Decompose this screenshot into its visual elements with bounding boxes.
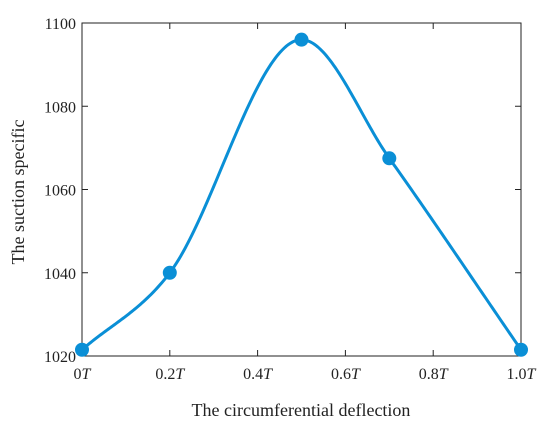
x-tick-unit: T <box>527 366 537 383</box>
y-axis-label: The suction specific <box>8 120 28 265</box>
series-line <box>80 38 523 352</box>
data-point <box>75 342 89 357</box>
data-point <box>382 151 397 166</box>
x-tick-label: 0T <box>74 366 92 383</box>
x-axis-label: The circumferential deflection <box>192 400 411 420</box>
plot-area <box>75 32 528 357</box>
x-tick-label: 0.8T <box>419 366 449 383</box>
x-tick-number: 0.6 <box>331 366 351 383</box>
x-tick-unit: T <box>175 366 185 383</box>
x-tick-label: 1.0T <box>507 366 537 383</box>
plot-frame <box>81 22 522 357</box>
y-tick-label: 1020 <box>44 349 76 366</box>
y-tick-label: 1060 <box>44 183 76 200</box>
x-tick-unit: T <box>439 366 449 383</box>
x-tick-number: 0.8 <box>419 366 439 383</box>
x-tick-unit: T <box>351 366 361 383</box>
x-tick-unit: T <box>263 366 273 383</box>
x-tick-label: 0.4T <box>243 366 273 383</box>
x-tick-number: 1.0 <box>507 366 527 383</box>
x-tick-unit: T <box>82 366 92 383</box>
y-tick-label: 1040 <box>44 266 76 283</box>
x-tick-label: 0.6T <box>331 366 361 383</box>
data-point <box>294 32 309 47</box>
x-tick-number: 0 <box>74 366 82 383</box>
x-tick-number: 0.2 <box>155 366 175 383</box>
y-tick-label: 1100 <box>45 16 76 33</box>
x-tick-number: 0.4 <box>243 366 263 383</box>
x-tick-label: 0.2T <box>155 366 185 383</box>
data-point <box>514 342 528 357</box>
y-tick-label: 1080 <box>44 99 76 116</box>
data-point <box>162 265 177 280</box>
